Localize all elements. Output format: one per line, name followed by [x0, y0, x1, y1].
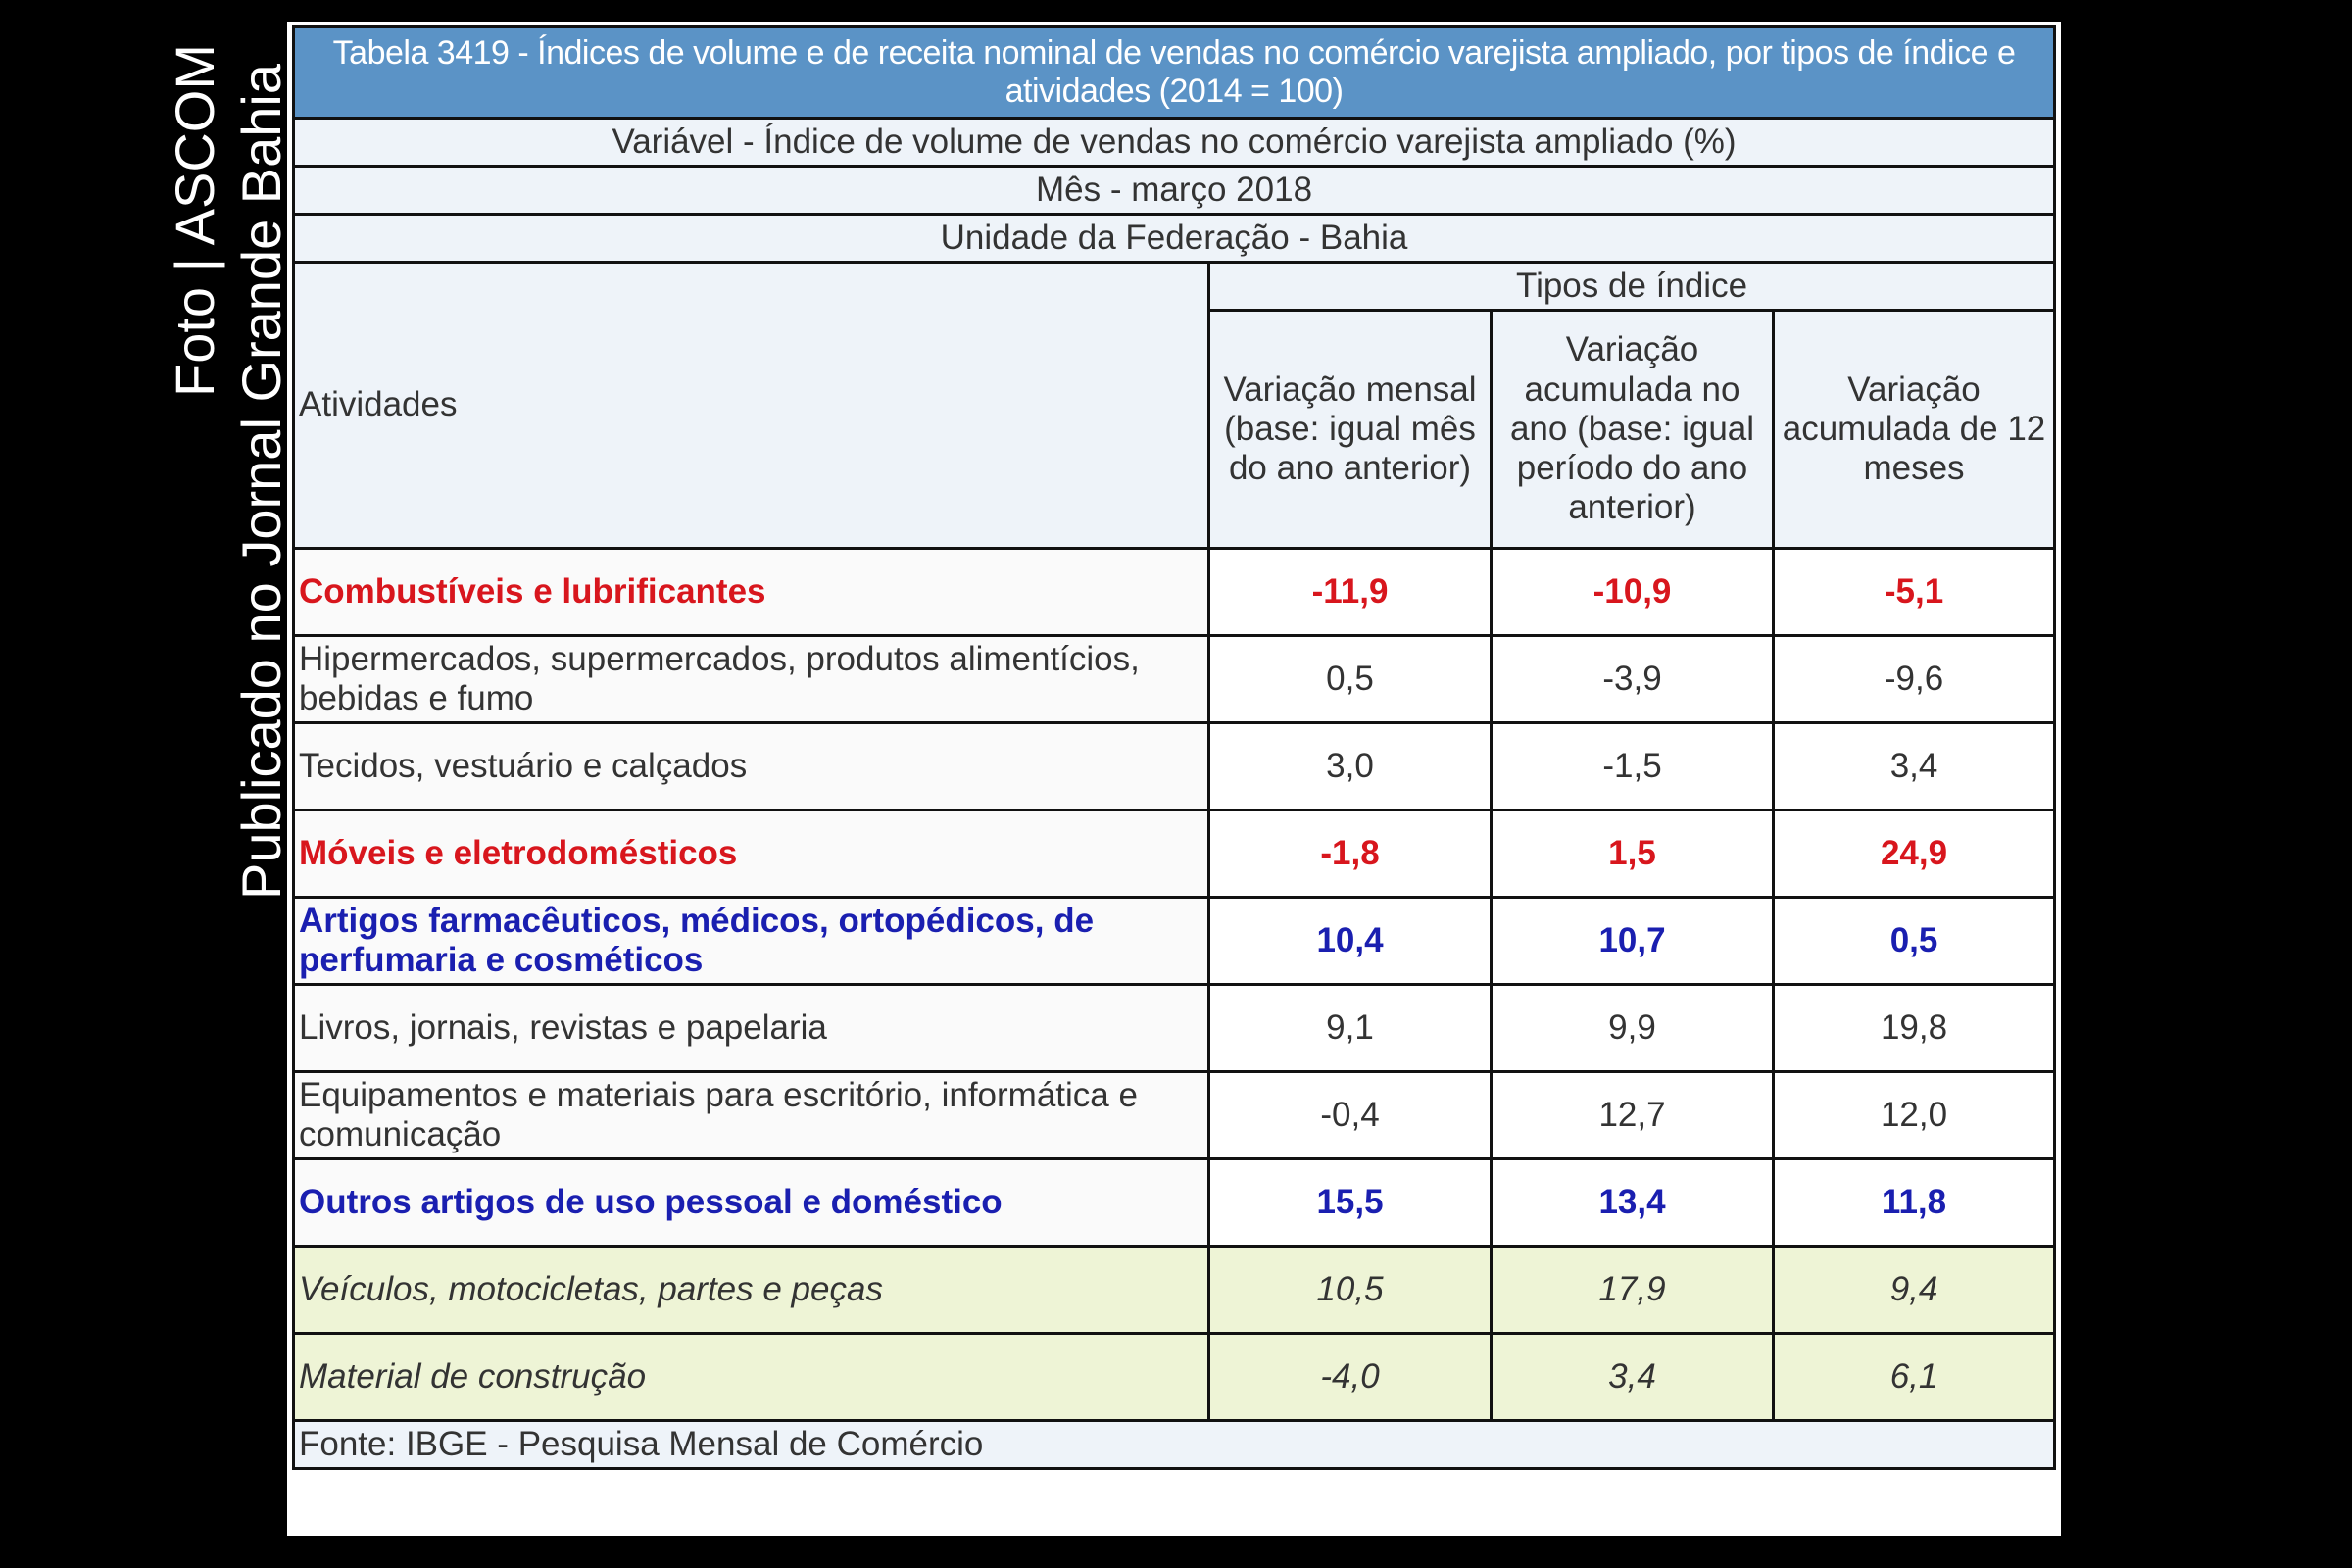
column-header-monthly: Variação mensal (base: igual mês do ano … — [1207, 309, 1493, 550]
table-title: Tabela 3419 - Índices de volume e de rec… — [291, 25, 2057, 120]
value-cell: 9,9 — [1490, 983, 1775, 1073]
value-cell: 6,1 — [1771, 1332, 2057, 1422]
value-cell: -3,9 — [1490, 634, 1775, 724]
value-cell: 1,5 — [1490, 808, 1775, 899]
sales-index-table: Tabela 3419 - Índices de volume e de rec… — [291, 25, 2057, 1470]
value-cell: 0,5 — [1207, 634, 1493, 724]
activity-cell: Móveis e eletrodomésticos — [292, 808, 1210, 899]
region-label: Unidade da Federação - Bahia — [291, 213, 2057, 264]
table-row: Equipamentos e materiais para escritório… — [292, 1070, 2057, 1160]
value-cell: 12,7 — [1490, 1070, 1775, 1160]
activity-cell: Equipamentos e materiais para escritório… — [292, 1070, 1210, 1160]
value-cell: 3,4 — [1771, 721, 2057, 811]
value-cell: -10,9 — [1490, 547, 1775, 637]
value-cell: 10,4 — [1207, 896, 1493, 986]
value-cell: 24,9 — [1771, 808, 2057, 899]
photo-credit: Foto | ASCOM — [164, 44, 225, 397]
table-row: Tecidos, vestuário e calçados 3,0 -1,5 3,4 — [292, 721, 2057, 811]
value-cell: 9,1 — [1207, 983, 1493, 1073]
value-cell: 10,5 — [1207, 1245, 1493, 1335]
activity-cell: Hipermercados, supermercados, produtos a… — [292, 634, 1210, 724]
activity-cell: Livros, jornais, revistas e papelaria — [292, 983, 1210, 1073]
table-row: Material de construção -4,0 3,4 6,1 — [292, 1332, 2057, 1422]
activity-cell: Combustíveis e lubrificantes — [292, 547, 1210, 637]
index-types-header: Tipos de índice — [1206, 261, 2057, 312]
table-row: Móveis e eletrodomésticos -1,8 1,5 24,9 — [292, 808, 2057, 899]
value-cell: 15,5 — [1207, 1157, 1493, 1248]
value-cell: -9,6 — [1771, 634, 2057, 724]
publication-credit: Publicado no Jornal Grande Bahia — [230, 63, 292, 900]
table-row: Artigos farmacêuticos, médicos, ortopédi… — [292, 896, 2057, 986]
value-cell: -5,1 — [1771, 547, 2057, 637]
value-cell: -1,5 — [1490, 721, 1775, 811]
activity-cell: Artigos farmacêuticos, médicos, ortopédi… — [292, 896, 1210, 986]
table-row: Veículos, motocicletas, partes e peças 10… — [292, 1245, 2057, 1335]
value-cell: 3,0 — [1207, 721, 1493, 811]
value-cell: 3,4 — [1490, 1332, 1775, 1422]
activity-cell: Veículos, motocicletas, partes e peças — [292, 1245, 1210, 1335]
table-row: Livros, jornais, revistas e papelaria 9,1… — [292, 983, 2057, 1073]
source-note: Fonte: IBGE - Pesquisa Mensal de Comérci… — [291, 1419, 2057, 1470]
table-row: Hipermercados, supermercados, produtos a… — [292, 634, 2057, 724]
activity-cell: Outros artigos de uso pessoal e doméstic… — [292, 1157, 1210, 1248]
activity-cell: Tecidos, vestuário e calçados — [292, 721, 1210, 811]
value-cell: 17,9 — [1490, 1245, 1775, 1335]
table-row: Combustíveis e lubrificantes -11,9 -10,9 -5… — [292, 547, 2057, 637]
value-cell: 9,4 — [1771, 1245, 2057, 1335]
value-cell: 10,7 — [1490, 896, 1775, 986]
table-row: Outros artigos de uso pessoal e doméstic… — [292, 1157, 2057, 1248]
month-label: Mês - março 2018 — [291, 165, 2057, 216]
value-cell: 13,4 — [1490, 1157, 1775, 1248]
value-cell: 19,8 — [1771, 983, 2057, 1073]
variable-label: Variável - Índice de volume de vendas no… — [291, 117, 2057, 168]
activities-header: Atividades — [292, 261, 1210, 550]
value-cell: 11,8 — [1771, 1157, 2057, 1248]
value-cell: -4,0 — [1207, 1332, 1493, 1422]
value-cell: -11,9 — [1207, 547, 1493, 637]
value-cell: -0,4 — [1207, 1070, 1493, 1160]
activity-cell: Material de construção — [292, 1332, 1210, 1422]
value-cell: 0,5 — [1771, 896, 2057, 986]
column-header-12-months: Variação acumulada de 12 meses — [1771, 309, 2057, 550]
column-header-year-to-date: Variação acumulada no ano (base: igual p… — [1490, 309, 1775, 550]
value-cell: -1,8 — [1207, 808, 1493, 899]
value-cell: 12,0 — [1771, 1070, 2057, 1160]
